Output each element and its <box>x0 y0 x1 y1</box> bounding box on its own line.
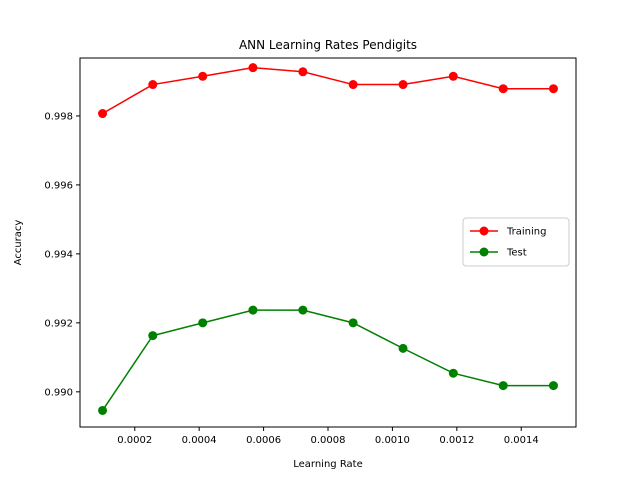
x-tick-label: 0.0004 <box>182 435 217 446</box>
data-point-test <box>148 331 158 341</box>
data-point-training <box>198 71 208 81</box>
x-tick-label: 0.0014 <box>504 435 539 446</box>
legend-label: Test <box>506 248 527 259</box>
data-point-training <box>148 80 158 90</box>
data-point-test <box>348 318 358 328</box>
x-axis: 0.0002 0.0004 0.0006 0.0008 0.0010 0.0012 0.00… <box>117 427 539 446</box>
legend-box <box>462 217 570 267</box>
y-axis: 0.990 0.992 0.994 0.996 0.998 <box>44 111 80 398</box>
x-tick-label: 0.0002 <box>117 435 152 446</box>
data-point-test <box>548 381 558 391</box>
data-point-test <box>398 343 408 353</box>
legend: Training Test <box>462 217 570 267</box>
series-line-test <box>101 309 554 411</box>
x-tick-label: 0.0006 <box>246 435 281 446</box>
data-point-training <box>448 71 458 81</box>
data-point-training <box>548 84 558 94</box>
y-tick-label: 0.990 <box>44 387 73 398</box>
y-tick-label: 0.994 <box>44 249 73 260</box>
data-point-test <box>448 368 458 378</box>
data-point-training <box>498 84 508 94</box>
data-point-training <box>348 80 358 90</box>
legend-swatch-marker <box>479 226 489 236</box>
x-axis-label: Learning Rate <box>293 459 363 470</box>
x-tick-label: 0.0010 <box>375 435 410 446</box>
series-layer <box>98 63 558 415</box>
y-tick-label: 0.992 <box>44 318 73 329</box>
data-point-training <box>248 63 258 73</box>
data-point-test <box>298 305 308 315</box>
legend-label: Training <box>506 227 546 238</box>
data-point-training <box>298 67 308 77</box>
y-axis-label: Accuracy <box>13 220 24 266</box>
x-tick-label: 0.0012 <box>439 435 474 446</box>
data-point-test <box>248 305 258 315</box>
data-point-test <box>98 405 108 415</box>
data-point-test <box>498 381 508 391</box>
y-tick-label: 0.998 <box>44 111 73 122</box>
x-tick-label: 0.0008 <box>311 435 346 446</box>
y-tick-label: 0.996 <box>44 180 73 191</box>
legend-swatch-marker <box>479 247 489 257</box>
data-point-training <box>98 109 108 119</box>
data-point-training <box>398 80 408 90</box>
series-line-training <box>102 66 554 115</box>
data-point-test <box>198 318 208 328</box>
chart-title: ANN Learning Rates Pendigits <box>239 38 417 52</box>
